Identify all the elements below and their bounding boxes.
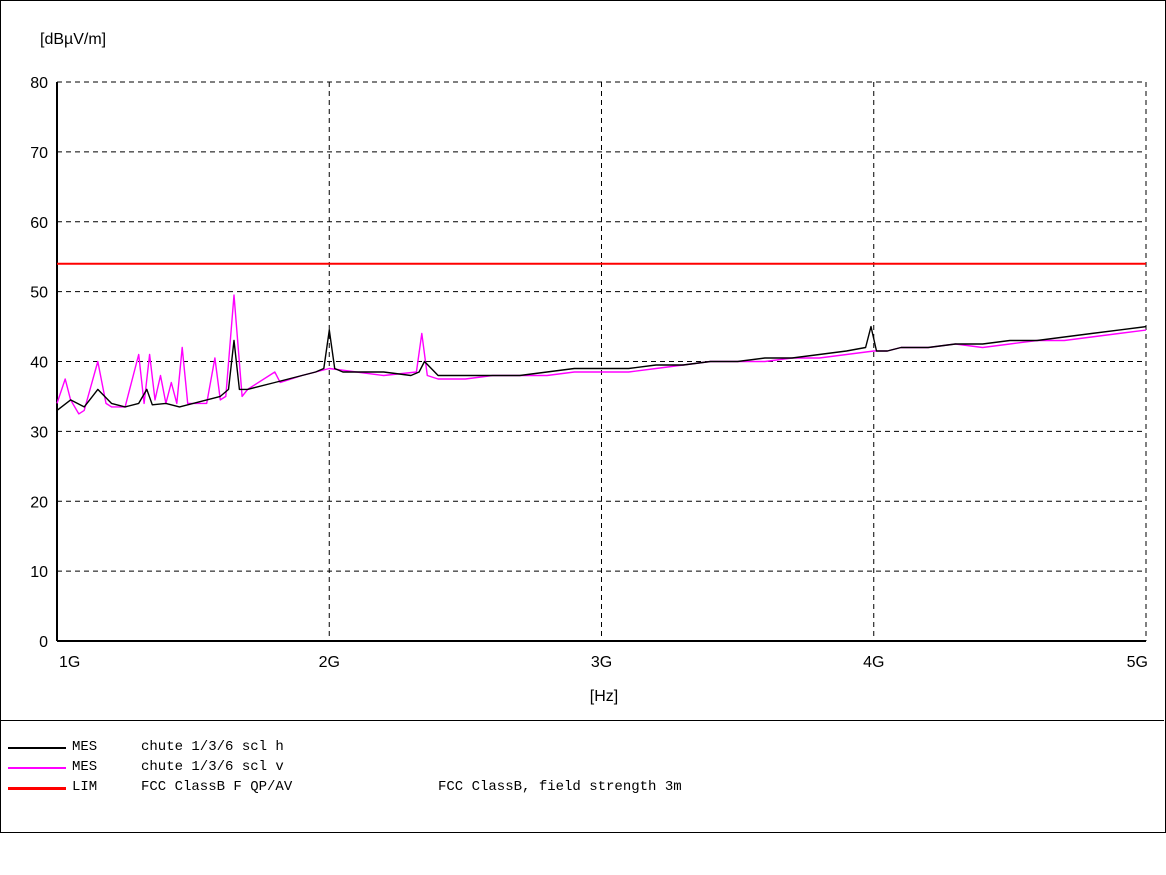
legend-series-name: chute 1/3/6 scl h <box>141 739 284 755</box>
y-tick-label: 30 <box>30 424 48 441</box>
legend-series-description: FCC ClassB, field strength 3m <box>438 779 682 795</box>
legend-swatch-h <box>8 747 66 749</box>
legend-series-name: FCC ClassB F QP/AV <box>141 779 293 795</box>
y-tick-label: 70 <box>30 145 48 162</box>
legend-entry-h: MES chute 1/3/6 scl h <box>8 739 284 759</box>
legend-kind: LIM <box>72 779 98 795</box>
legend-series-name: chute 1/3/6 scl v <box>141 759 284 775</box>
series-layer <box>56 262 1147 415</box>
x-tick-label: 4G <box>863 654 884 671</box>
y-axis-label: [dBµV/m] <box>40 31 106 48</box>
y-tick-label: 50 <box>30 285 48 302</box>
x-axis-label: [Hz] <box>590 688 618 705</box>
x-tick-label: 1G <box>59 654 80 671</box>
chart-plot-svg: [dBµV/m] [Hz] 0 10 20 30 40 50 60 70 80 1G 2G 3G 4G 5… <box>30 31 1148 705</box>
legend-kind: MES <box>72 759 98 775</box>
y-tick-label: 10 <box>30 564 48 581</box>
legend-entry-v: MES chute 1/3/6 scl v <box>8 759 284 779</box>
y-tick-label: 20 <box>30 494 48 511</box>
legend-swatch-limit <box>8 787 66 790</box>
legend-kind: MES <box>72 739 98 755</box>
chart-frame <box>0 0 1166 833</box>
y-tick-label: 80 <box>30 75 48 92</box>
legend-swatch-v <box>8 767 66 769</box>
legend-entry-limit: LIM FCC ClassB F QP/AV FCC ClassB, field… <box>8 779 682 799</box>
legend: MES chute 1/3/6 scl h MES chute 1/3/6 sc… <box>0 720 1164 832</box>
x-tick-label: 5G <box>1127 654 1148 671</box>
series-line-h <box>56 325 1147 411</box>
axis-layer: 0 10 20 30 40 50 60 70 80 1G 2G 3G 4G 5G <box>30 75 1148 671</box>
x-tick-label: 2G <box>319 654 340 671</box>
grid-layer <box>57 81 1147 641</box>
y-tick-label: 0 <box>39 634 48 651</box>
y-tick-label: 60 <box>30 215 48 232</box>
x-tick-label: 3G <box>591 654 612 671</box>
y-tick-label: 40 <box>30 355 48 372</box>
